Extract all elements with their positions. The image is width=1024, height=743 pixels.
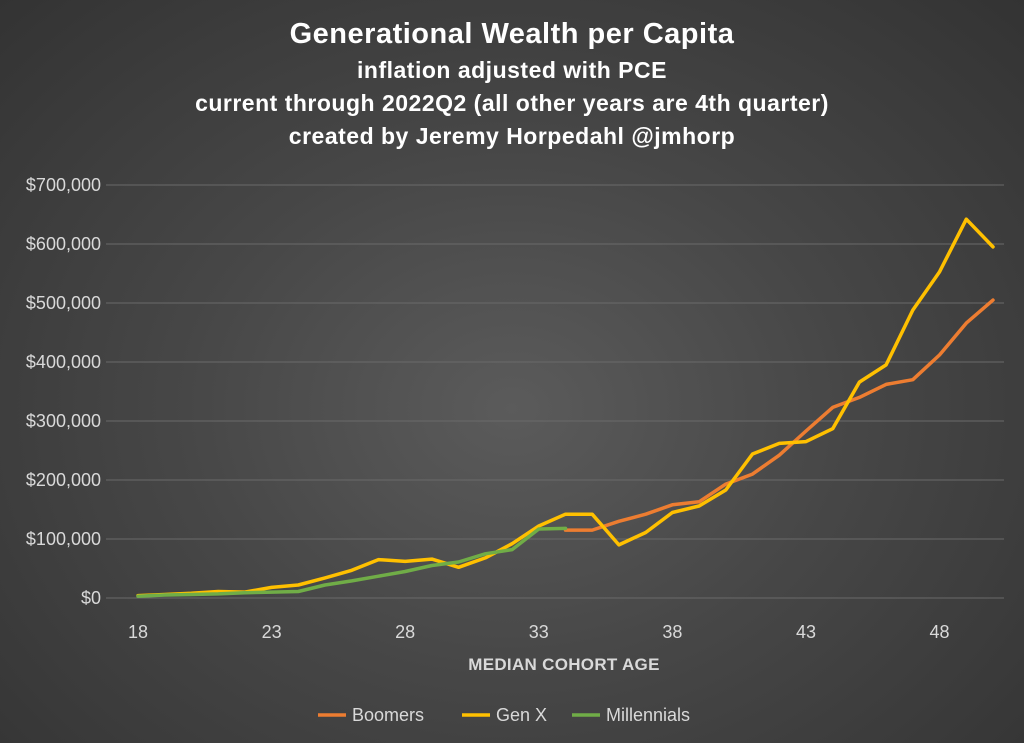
y-tick-label: $0 [81,588,101,608]
x-axis-ticks: 18 23 28 33 38 43 48 [128,622,950,642]
x-tick-label: 23 [262,622,282,642]
y-tick-label: $400,000 [26,352,101,372]
x-tick-label: 48 [930,622,950,642]
x-tick-label: 18 [128,622,148,642]
chart-title: Generational Wealth per Capita [289,18,735,50]
y-tick-label: $300,000 [26,411,101,431]
x-tick-label: 43 [796,622,816,642]
chart-subtitle-line-1: inflation adjusted with PCE [357,57,667,83]
series-line-gen-x [136,217,995,598]
series-line-boomers [563,298,995,532]
series-line-millennials [136,526,568,598]
y-tick-label: $700,000 [26,175,101,195]
y-tick-label: $500,000 [26,293,101,313]
legend-label-millennials: Millennials [606,705,690,725]
gridlines [106,184,1004,599]
y-tick-label: $100,000 [26,529,101,549]
chart-subtitle-line-2: current through 2022Q2 (all other years … [195,90,829,116]
x-tick-label: 33 [529,622,549,642]
legend-label-boomers: Boomers [352,705,424,725]
x-tick-label: 28 [395,622,415,642]
chart-subtitle-line-3: created by Jeremy Horpedahl @jmhorp [288,123,736,149]
y-axis-ticks: $0 $100,000 $200,000 $300,000 $400,000 $500,0… [26,175,101,608]
y-tick-label: $200,000 [26,470,101,490]
x-axis-label: MEDIAN COHORT AGE [468,655,659,674]
series-lines [136,217,995,598]
y-tick-label: $600,000 [26,234,101,254]
legend-label-gen-x: Gen X [496,705,547,725]
x-tick-label: 38 [662,622,682,642]
legend: Boomers Gen X Millennials [318,705,690,725]
